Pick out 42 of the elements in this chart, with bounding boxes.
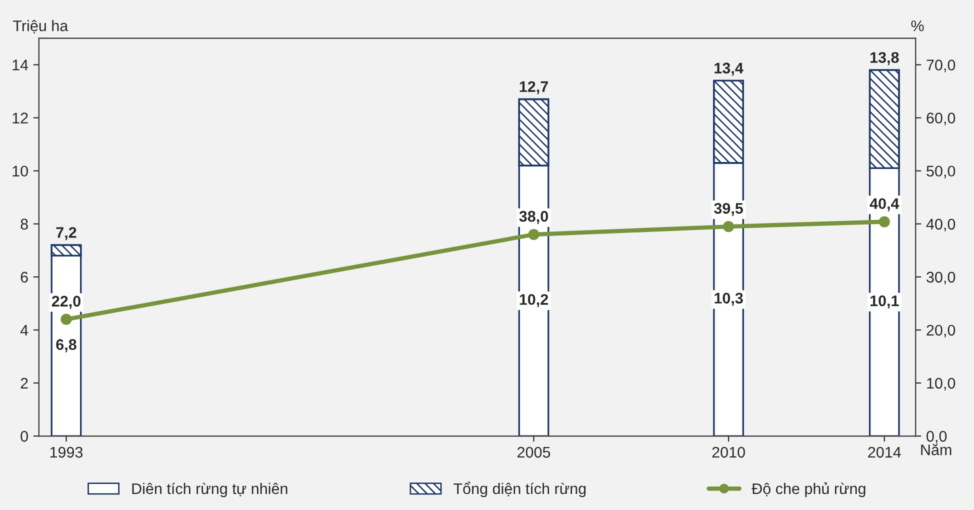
- y-tick-label: 4: [20, 324, 28, 336]
- y2-tick-label: 60,0: [926, 112, 956, 126]
- legend-label: Diên tích rừng tự nhiên: [132, 482, 288, 498]
- x-tick-label: 2010: [712, 446, 745, 458]
- data-label: 39,5: [714, 202, 743, 216]
- data-label: 10,1: [870, 295, 899, 308]
- y2-tick-label: 0,0: [926, 430, 947, 444]
- total-label: 13,4: [714, 62, 744, 76]
- data-label: 38,0: [519, 210, 548, 224]
- data-label: 40,4: [870, 198, 900, 212]
- y2-tick-label: 70,0: [926, 60, 956, 72]
- y-axis-title: Triệu ha: [13, 20, 68, 34]
- y-tick-label: 10: [12, 166, 28, 177]
- y-tick-label: 14: [12, 60, 28, 70]
- legend-label: Tổng diện tích rừng: [454, 482, 586, 498]
- total-label: 12,7: [520, 81, 548, 94]
- x-axis-title: Năm: [921, 444, 952, 456]
- x-tick-label: 1993: [50, 446, 83, 458]
- y2-tick-label: 30,0: [926, 272, 956, 284]
- data-label: 22,0: [52, 296, 80, 309]
- data-label: 10,2: [520, 294, 548, 308]
- point: [528, 228, 540, 240]
- y2-tick-label: 40,0: [926, 218, 956, 232]
- y-tick-label: 2: [20, 378, 28, 389]
- total-label: 7,2: [56, 227, 76, 240]
- y2-axis-title: %: [911, 20, 924, 32]
- x-tick-label: 2014: [868, 446, 901, 458]
- y2-tick-label: 10,0: [927, 378, 956, 390]
- y-tick-label: 0: [20, 430, 28, 442]
- data-label: 6,8: [56, 339, 76, 352]
- x-tick-label: 2005: [518, 446, 550, 458]
- y2-tick-label: 50,0: [926, 166, 956, 178]
- y-tick-label: 8: [20, 218, 28, 230]
- data-label: 10,3: [714, 292, 743, 306]
- y-tick-label: 12: [12, 112, 28, 124]
- y-tick-label: 6: [20, 272, 28, 283]
- point: [60, 314, 72, 325]
- point: [722, 220, 734, 232]
- point: [878, 216, 890, 228]
- total-label: 13,8: [870, 52, 899, 66]
- legend-label: Độ che phủ rừng: [752, 482, 866, 498]
- y2-tick-label: 20,0: [926, 324, 956, 338]
